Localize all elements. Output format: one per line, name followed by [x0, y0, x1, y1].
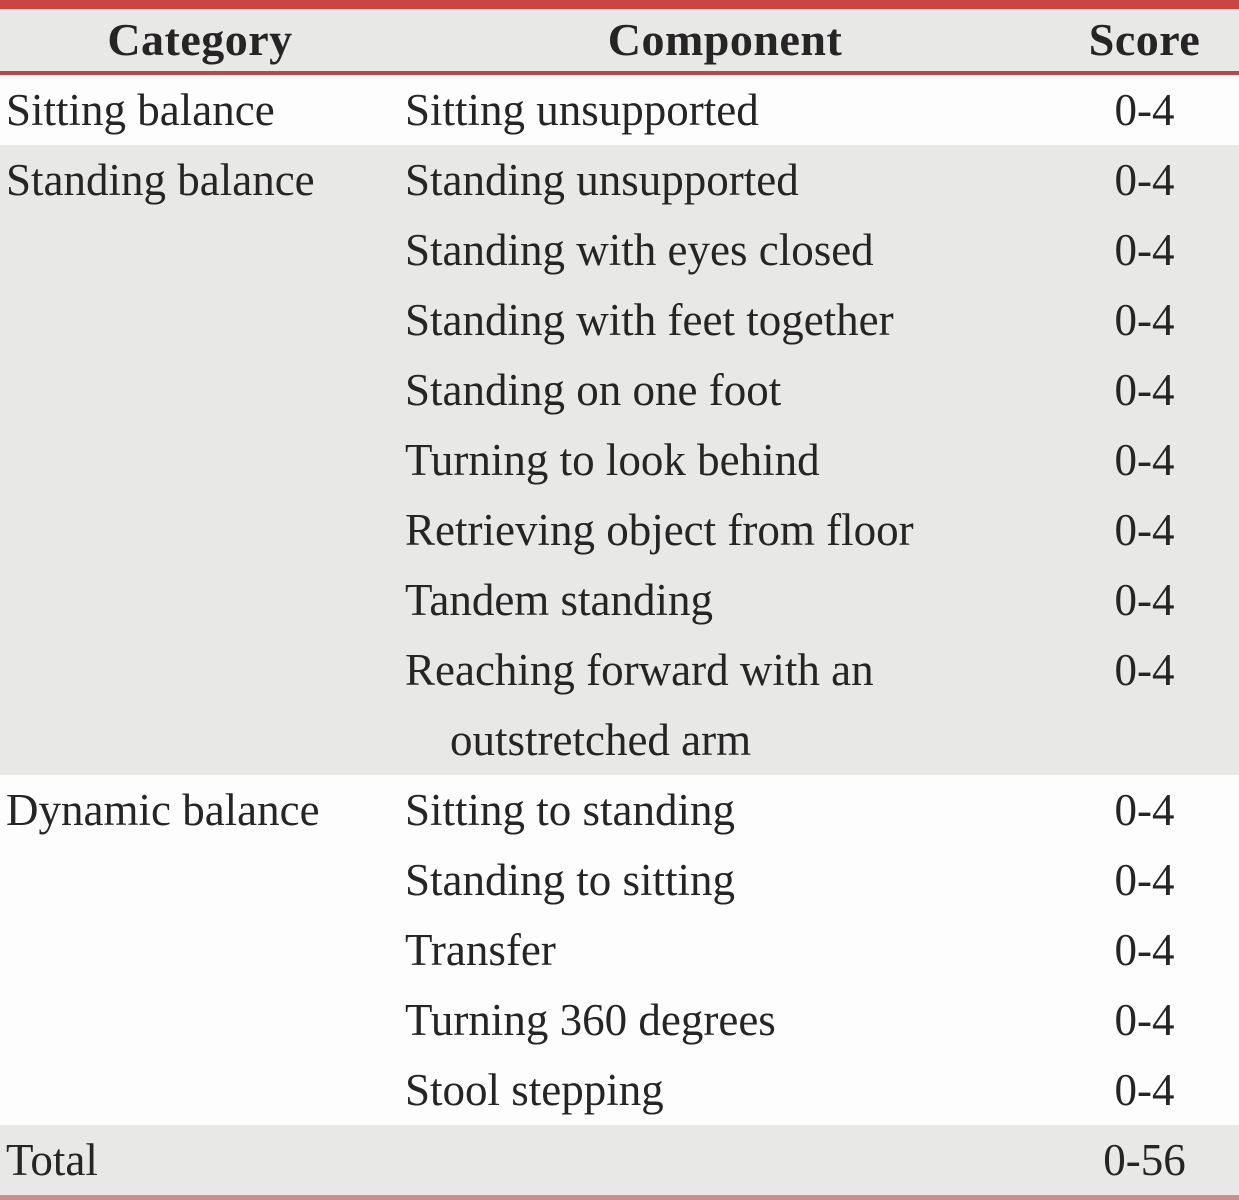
- component-cell: Standing with feet together: [400, 285, 1050, 355]
- component-label: Standing on one foot: [405, 365, 782, 415]
- score-cell: 0-4: [1050, 145, 1239, 215]
- score-cell: 0-4: [1050, 285, 1239, 355]
- table-row: Standing balance Standing unsupported 0-4: [0, 145, 1239, 775]
- table-row: Tandem standing 0-4: [0, 565, 1239, 635]
- component-label: Standing with eyes closed: [405, 225, 874, 275]
- component-label: Standing to sitting: [405, 855, 736, 905]
- score-cell: 0-4: [1114, 785, 1175, 835]
- table-row: Standing on one foot 0-4: [0, 355, 1239, 425]
- score-cell: 0-4: [1050, 635, 1239, 775]
- component-label: Reaching forward with an outstretched ar…: [405, 645, 874, 765]
- component-label: Turning 360 degrees: [405, 995, 776, 1045]
- table-row: Standing with feet together 0-4: [0, 285, 1239, 355]
- component-label: Sitting to standing: [405, 785, 736, 835]
- category-cell: Dynamic balance: [6, 785, 320, 835]
- component-cell: Turning 360 degrees: [400, 985, 1050, 1055]
- column-header-score: Score: [1050, 4, 1239, 75]
- component-cell: Retrieving object from floor: [400, 495, 1050, 565]
- table-row: Transfer 0-4: [0, 915, 1239, 985]
- component-cell: Sitting to standing: [400, 775, 1050, 845]
- column-header-component: Component: [400, 4, 1050, 75]
- table-row: Turning 360 degrees 0-4: [0, 985, 1239, 1055]
- component-label: Stool stepping: [405, 1065, 664, 1115]
- table-row: Turning to look behind 0-4: [0, 425, 1239, 495]
- component-cell: Sitting unsupported: [400, 73, 1050, 145]
- component-label: Turning to look behind: [405, 435, 820, 485]
- component-label: Transfer: [405, 925, 556, 975]
- table-row: Standing with eyes closed 0-4: [0, 215, 1239, 285]
- table-row: Stool stepping 0-4: [0, 1055, 1239, 1125]
- total-label-cell: Total: [0, 1125, 1050, 1200]
- score-cell: 0-4: [1114, 855, 1175, 905]
- table-row: Retrieving object from floor 0-4: [0, 495, 1239, 565]
- category-cell: Sitting balance: [6, 85, 275, 135]
- component-cell: Stool stepping: [400, 1055, 1050, 1125]
- table-header: Category Component Score: [0, 4, 1239, 75]
- score-cell: 0-4: [1114, 995, 1175, 1045]
- component-cell: Tandem standing: [400, 565, 1050, 635]
- component-cell: Standing to sitting: [400, 845, 1050, 915]
- header-row: Category Component Score: [0, 4, 1239, 75]
- component-cell: Transfer: [400, 915, 1050, 985]
- table-row: Reaching forward with an outstretched ar…: [0, 635, 1239, 775]
- score-cell: 0-4: [1114, 1065, 1175, 1115]
- table-row: Dynamic balance Sitting to standing 0-4: [0, 775, 1239, 845]
- table-row: Sitting balance Sitting unsupported 0-4: [0, 73, 1239, 145]
- column-header-category: Category: [0, 4, 400, 75]
- component-label: Sitting unsupported: [405, 85, 759, 135]
- score-cell: 0-4: [1050, 425, 1239, 495]
- table-row: Standing to sitting 0-4: [0, 845, 1239, 915]
- table-body: Sitting balance Sitting unsupported 0-4 Sta…: [0, 73, 1239, 1200]
- score-cell: 0-4: [1114, 85, 1175, 135]
- total-row: Total 0-56: [0, 1125, 1239, 1200]
- component-label: Retrieving object from floor: [405, 505, 914, 555]
- component-label: Standing unsupported: [405, 155, 799, 205]
- score-cell: 0-4: [1050, 565, 1239, 635]
- component-cell: Standing unsupported: [400, 145, 1050, 215]
- component-cell: Turning to look behind: [400, 425, 1050, 495]
- total-score-cell: 0-56: [1050, 1125, 1239, 1200]
- score-cell: 0-4: [1050, 355, 1239, 425]
- component-label: Tandem standing: [405, 575, 714, 625]
- component-label: Standing with feet together: [405, 295, 894, 345]
- component-cell: Standing with eyes closed: [400, 215, 1050, 285]
- component-cell: Reaching forward with an outstretched ar…: [400, 635, 1050, 775]
- score-cell: 0-4: [1050, 495, 1239, 565]
- component-cell: Standing on one foot: [400, 355, 1050, 425]
- category-cell: Standing balance: [0, 145, 400, 775]
- score-cell: 0-4: [1114, 925, 1175, 975]
- score-cell: 0-4: [1050, 215, 1239, 285]
